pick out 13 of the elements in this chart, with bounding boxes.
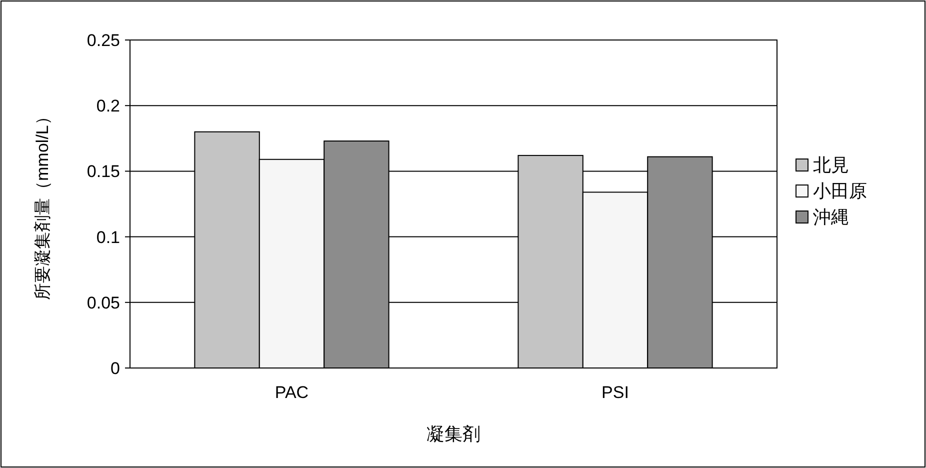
legend-label: 小田原 [813, 181, 867, 201]
y-tick-label: 0 [110, 359, 120, 378]
y-tick-label: 0.15 [86, 162, 120, 182]
y-tick-label: 0.25 [86, 31, 120, 50]
x-axis-title: 凝集剤 [426, 424, 480, 444]
legend-label: 北見 [813, 155, 849, 175]
x-tick-label: PAC [274, 383, 309, 402]
legend-label: 沖縄 [813, 207, 849, 227]
y-tick-label: 0.1 [96, 228, 120, 247]
y-tick-label: 0.05 [86, 293, 120, 312]
y-axis-title: 所要凝集剤量（mmol/L） [33, 108, 52, 300]
y-tick-label: 0.2 [96, 96, 120, 116]
x-tick-label: PSI [602, 383, 629, 402]
